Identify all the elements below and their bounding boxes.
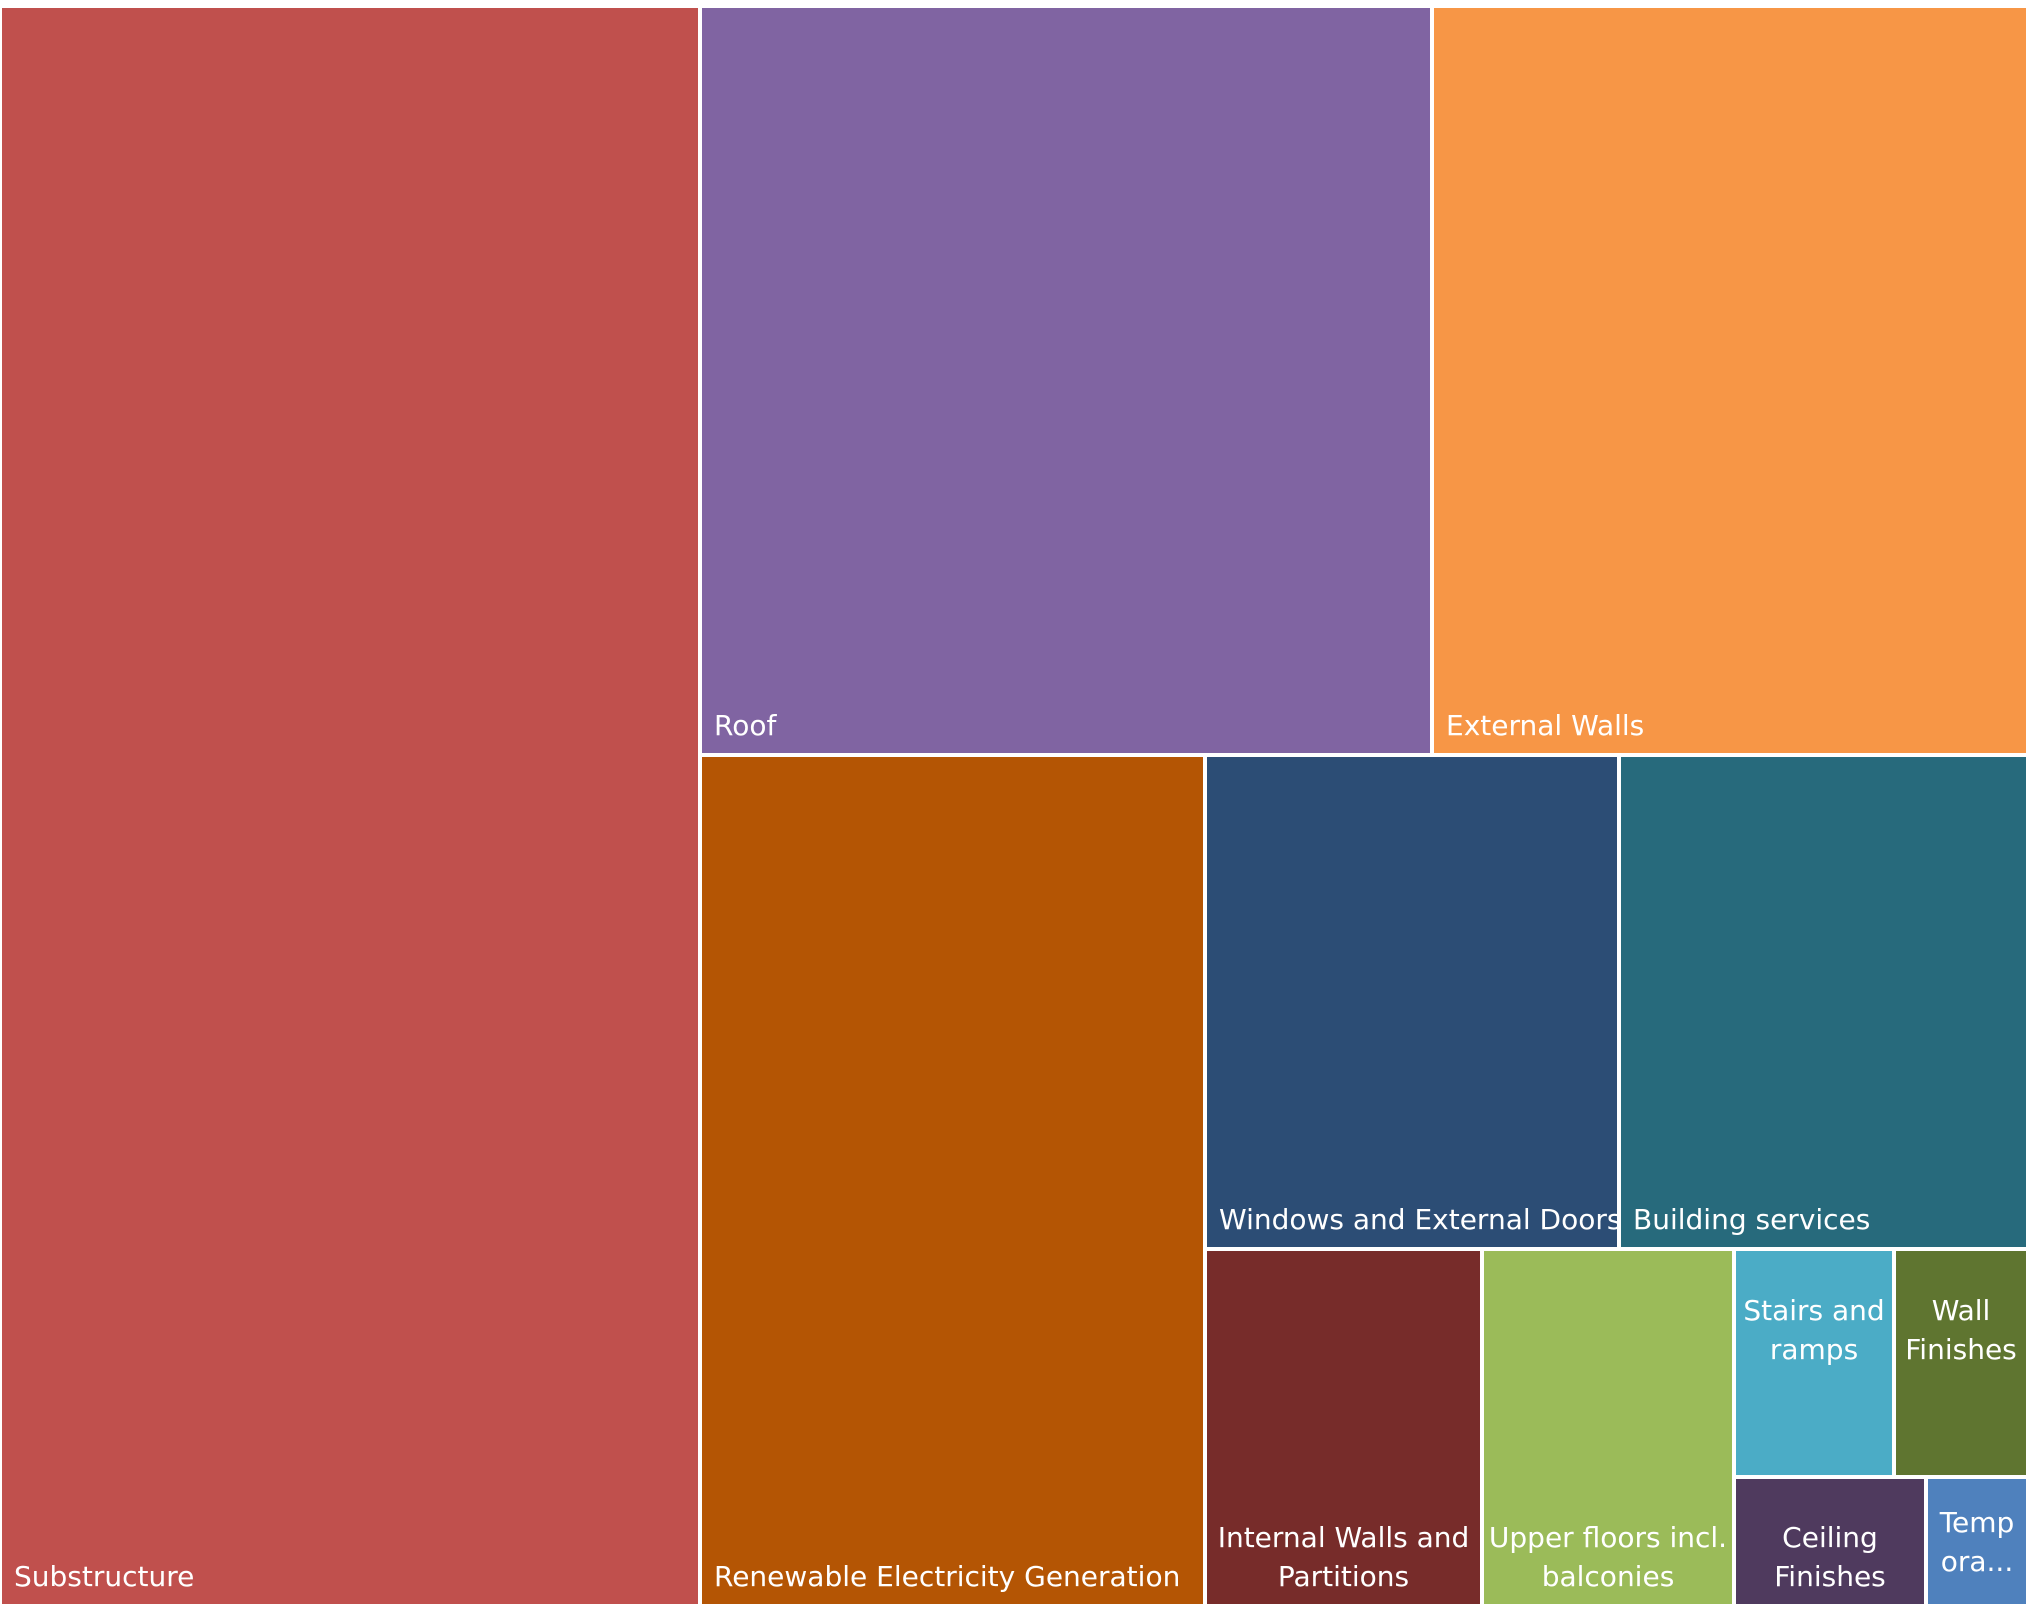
treemap-tile-label-line: Finishes <box>1905 1333 2017 1366</box>
treemap-tile-label-line: Windows and External Doors <box>1219 1203 1617 1236</box>
treemap-tile-label: Upper floors incl. balconies <box>1484 1518 1732 1596</box>
treemap-tile: Roof <box>702 8 1430 753</box>
treemap-tile: Windows and External Doors <box>1207 757 1617 1247</box>
treemap-tile: Renewable Electricity Generation <box>702 757 1203 1604</box>
treemap-tile-label: Building services <box>1633 1200 1870 1239</box>
treemap-tile-label-line: Wall <box>1931 1294 1991 1327</box>
treemap-tile-label-line: Upper floors incl. <box>1488 1521 1728 1554</box>
treemap-tile-label-line: Finishes <box>1774 1560 1886 1593</box>
treemap-tile-label: Wall Finishes <box>1896 1291 2026 1369</box>
treemap-tile-label-line: Building services <box>1633 1203 1871 1236</box>
treemap-tile-label-line: Temp <box>1939 1506 2015 1539</box>
treemap-tile-label-line: Substructure <box>14 1560 195 1593</box>
treemap-tile-label: Windows and External Doors <box>1219 1200 1617 1239</box>
treemap-tile-label-line: External Walls <box>1446 709 1645 742</box>
treemap-tile: Ceiling Finishes <box>1736 1479 1924 1604</box>
treemap-tile: External Walls <box>1434 8 2026 753</box>
treemap-tile-label-line: Stairs and <box>1743 1294 1885 1327</box>
treemap-tile-label: External Walls <box>1446 706 1644 745</box>
treemap-tile-label-line: ramps <box>1769 1333 1859 1366</box>
treemap-tile-label-line: Partitions <box>1277 1560 1410 1593</box>
treemap-tile-label-line: Roof <box>714 709 777 742</box>
treemap-tile: Building services <box>1621 757 2026 1247</box>
treemap-tile: Stairs and ramps <box>1736 1251 1892 1475</box>
treemap-tile-label: Stairs and ramps <box>1736 1291 1892 1369</box>
treemap-tile: Upper floors incl. balconies <box>1484 1251 1732 1604</box>
treemap-tile-label: Renewable Electricity Generation <box>714 1557 1180 1596</box>
treemap-tile-label: Roof <box>714 706 776 745</box>
treemap-tile-label: Internal Walls and Partitions <box>1207 1518 1480 1596</box>
treemap-tile-label-line: Ceiling <box>1782 1521 1878 1554</box>
treemap-tile-label: Substructure <box>14 1557 194 1596</box>
treemap-tile-label-line: balconies <box>1541 1560 1675 1593</box>
treemap-tile: Internal Walls and Partitions <box>1207 1251 1480 1604</box>
treemap-tile: Substructure <box>2 8 698 1604</box>
treemap-tile-label: Ceiling Finishes <box>1736 1518 1924 1596</box>
treemap-tile: Temp ora... <box>1928 1479 2026 1604</box>
treemap-tile: Wall Finishes <box>1896 1251 2026 1475</box>
treemap-tile-label-line: ora... <box>1940 1545 2014 1578</box>
treemap-tile-label-line: Internal Walls and <box>1217 1521 1470 1554</box>
treemap-tile-label-line: Renewable Electricity Generation <box>714 1560 1181 1593</box>
treemap-tile-label: Temp ora... <box>1928 1503 2026 1581</box>
